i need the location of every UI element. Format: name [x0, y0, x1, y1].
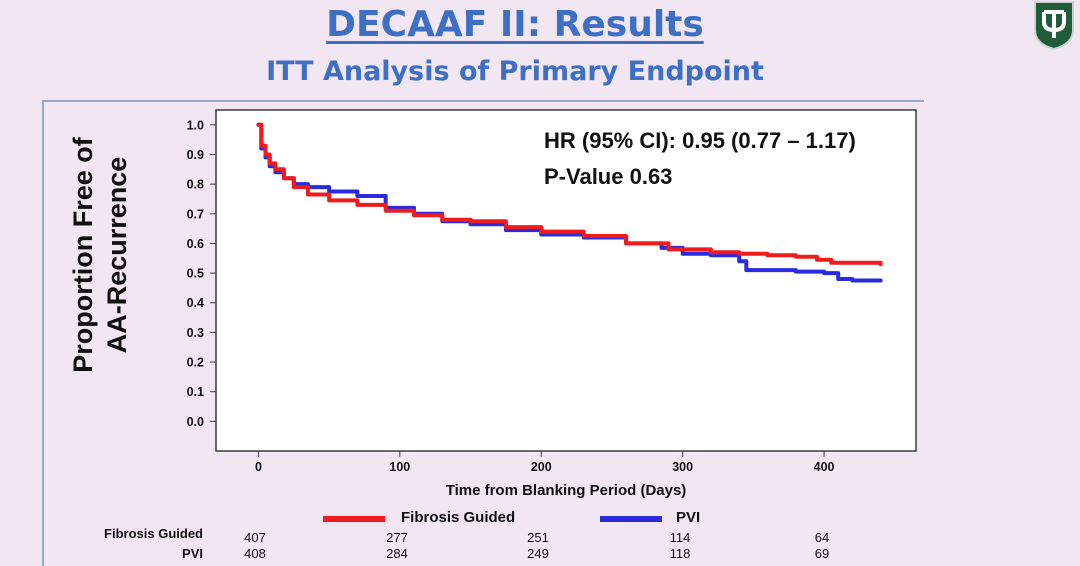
legend-swatch-fibrosis — [323, 516, 385, 522]
x-tick-label: 0 — [255, 460, 262, 474]
series-lines — [256, 122, 883, 283]
x-tick-label: 300 — [672, 460, 693, 474]
risk-cell: 408 — [244, 546, 266, 561]
y-tick-label: 0.7 — [187, 207, 204, 221]
y-tick-label: 0.4 — [187, 296, 204, 310]
slide-title: DECAAF II: Results — [326, 4, 704, 45]
y-tick-label: 1.0 — [187, 118, 204, 132]
risk-cell: 69 — [814, 546, 830, 561]
panel-top-border — [42, 100, 924, 102]
risk-cell: 114 — [669, 530, 691, 545]
risk-row-label-fibrosis: Fibrosis Guided — [104, 526, 203, 541]
hazard-ratio-annotation: HR (95% CI): 0.95 (0.77 – 1.17) — [544, 128, 856, 153]
plot-frame — [215, 109, 917, 452]
y-tick-label: 0.0 — [187, 415, 204, 429]
risk-cell: 284 — [386, 546, 408, 561]
y-tick-label: 0.9 — [187, 148, 204, 162]
slide-subtitle: ITT Analysis of Primary Endpoint — [266, 56, 764, 87]
y-tick-label: 0.8 — [187, 178, 204, 192]
x-tick-label: 200 — [531, 460, 552, 474]
university-shield-logo-icon — [1034, 1, 1074, 50]
legend-swatch-pvi — [600, 516, 662, 522]
risk-cell: 249 — [527, 546, 549, 561]
y-tick-label: 0.5 — [187, 267, 204, 281]
series-line-fibrosis-guided — [256, 122, 883, 267]
y-tick-label: 0.3 — [187, 326, 204, 340]
p-value-annotation: P-Value 0.63 — [544, 164, 673, 189]
x-tick-label: 400 — [814, 460, 835, 474]
y-tick-label: 0.6 — [187, 237, 204, 251]
panel-left-border — [42, 100, 44, 566]
legend-label-pvi: PVI — [676, 509, 701, 526]
x-axis-ticks: 0 100 200 300 400 — [255, 451, 835, 474]
risk-cell: 407 — [244, 530, 266, 545]
y-tick-label: 0.2 — [187, 356, 204, 370]
risk-row-label-pvi: PVI — [182, 546, 203, 561]
risk-cell: 64 — [814, 530, 830, 545]
y-tick-label: 0.1 — [187, 385, 204, 399]
risk-cell: 251 — [527, 530, 549, 545]
legend-label-fibrosis: Fibrosis Guided — [401, 509, 516, 526]
risk-cell: 118 — [669, 546, 691, 561]
x-axis-label: Time from Blanking Period (Days) — [445, 482, 687, 499]
y-axis-ticks: 0.0 0.1 0.2 0.3 0.4 0.5 0.6 0.7 0.8 0.9 1.0 — [187, 118, 216, 429]
x-tick-label: 100 — [389, 460, 410, 474]
risk-cell: 277 — [386, 530, 408, 545]
